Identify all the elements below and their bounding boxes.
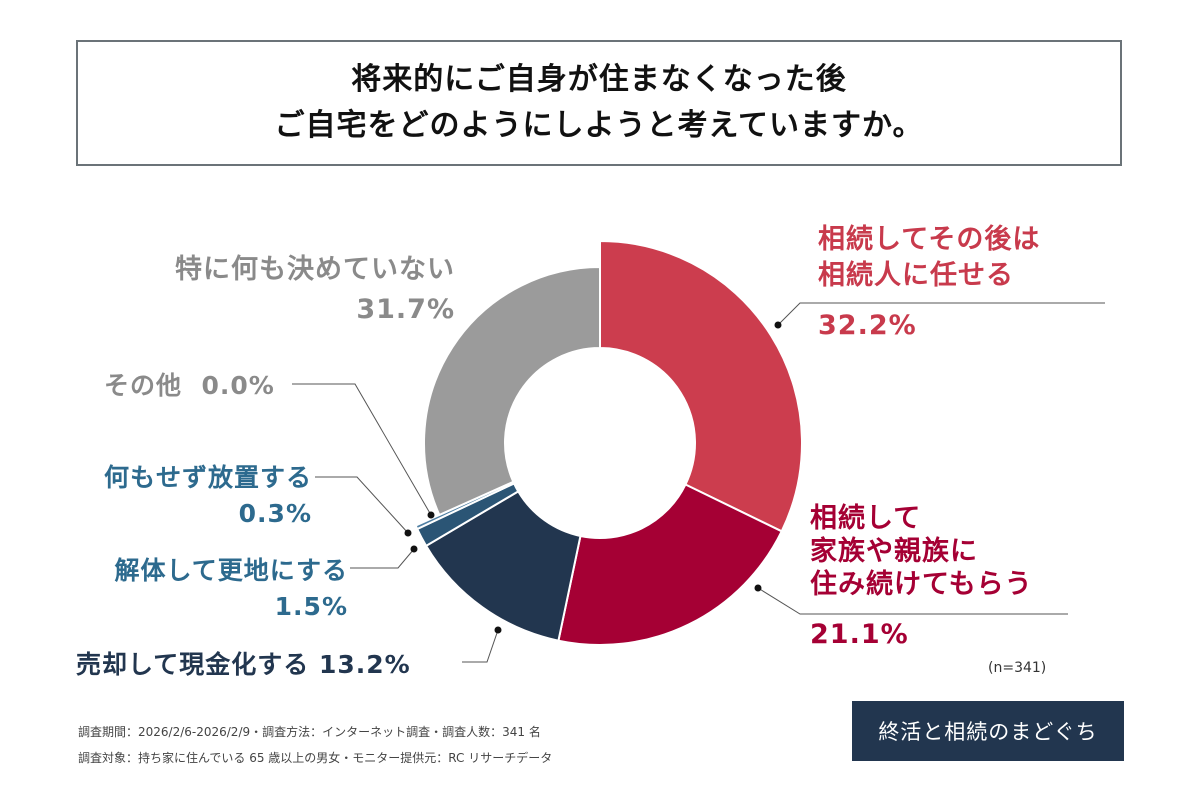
- title-line-1: 将来的にご自身が住まなくなった後: [351, 62, 847, 97]
- label-text: その他: [104, 371, 183, 400]
- label-text: 家族や親族に: [810, 536, 978, 567]
- leader-line: [462, 629, 499, 663]
- label-text: 相続して: [810, 503, 922, 534]
- leader-line: [777, 302, 1105, 326]
- value-label: 1.5%: [274, 592, 348, 621]
- label-demolish: 解体して更地にする 1.5%: [114, 553, 348, 625]
- footer-survey-info: 調査期間：2026/2/6-2026/2/9・調査方法：インターネット調査・調査…: [78, 725, 541, 739]
- label-text: 売却して現金化する: [76, 650, 310, 679]
- label-undecided: 特に何も決めていない 31.7%: [175, 252, 455, 328]
- slice-undecided: [423, 265, 601, 517]
- value-label: 21.1%: [810, 619, 909, 650]
- value-label: 0.3%: [238, 499, 312, 528]
- leader-line: [315, 476, 409, 534]
- leader-dot: [754, 584, 762, 592]
- leader-dot: [494, 626, 502, 634]
- label-text: 相続人に任せる: [818, 260, 1014, 291]
- slice-inherit-delegate: [599, 239, 803, 533]
- leader-dot: [404, 529, 412, 537]
- logo-text: 終活と相続のまどぐち: [878, 720, 1098, 744]
- label-text: 何もせず放置する: [103, 463, 312, 492]
- label-text: 住み続けてもらう: [810, 569, 1033, 600]
- label-sell: 売却して現金化する 13.2%: [76, 645, 411, 681]
- leader-dot: [774, 321, 782, 329]
- title-line-2: ご自宅をどのようにしようと考えていますか。: [274, 108, 924, 143]
- brand-logo: 終活と相続のまどぐち: [852, 701, 1124, 761]
- value-label: 13.2%: [318, 650, 411, 679]
- value-label: 32.2%: [818, 310, 917, 341]
- label-family-live: 相続して 家族や親族に 住み続けてもらう 21.1%: [810, 502, 1033, 653]
- leader-line: [292, 383, 432, 516]
- label-other: その他 0.0%: [104, 366, 275, 402]
- slice-family-live: [557, 483, 784, 646]
- label-inherit-delegate: 相続してその後は 相続人に任せる 32.2%: [818, 222, 1040, 344]
- leader-line: [757, 587, 1068, 615]
- slice-sell: [424, 489, 582, 642]
- label-text: 解体して更地にする: [114, 556, 348, 585]
- label-text: 特に何も決めていない: [175, 254, 455, 285]
- leader-dot: [410, 545, 418, 553]
- label-text: 相続してその後は: [818, 224, 1041, 255]
- chart-title: 将来的にご自身が住まなくなった後 ご自宅をどのようにしようと考えていますか。: [76, 40, 1122, 166]
- value-label: 31.7%: [356, 294, 455, 325]
- label-leave: 何もせず放置する 0.3%: [104, 460, 312, 532]
- leader-line: [350, 548, 415, 569]
- leader-dot: [427, 511, 435, 519]
- footer-survey-target: 調査対象：持ち家に住んでいる 65 歳以上の男女・モニター提供元：RC リサーチ…: [78, 751, 553, 765]
- sample-size-note: (n=341): [988, 660, 1047, 676]
- value-label: 0.0%: [201, 371, 275, 400]
